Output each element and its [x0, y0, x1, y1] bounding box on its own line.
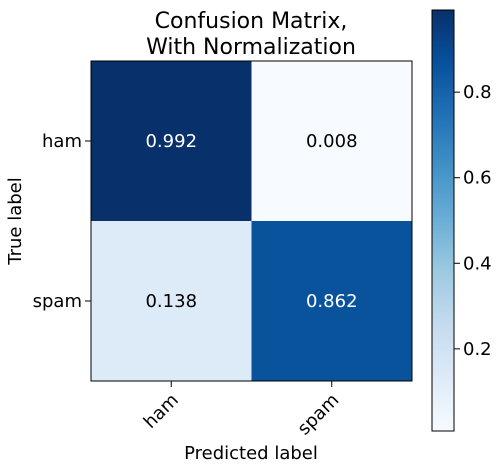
- cell-value-label: 0.862: [306, 291, 358, 312]
- y-tick-label: ham: [42, 131, 82, 152]
- heatmap-cell: [251, 61, 412, 221]
- x-tick-label: ham: [140, 390, 183, 433]
- y-axis-ticks: ham spam: [33, 131, 91, 312]
- plot-frame: [90, 60, 413, 382]
- cell-value-label: 0.992: [145, 131, 197, 152]
- x-axis-ticks: ham spam: [140, 381, 344, 440]
- heatmap-cell: [91, 221, 252, 381]
- colorbar-tick-label: 0.6: [463, 168, 492, 189]
- heatmap-cells: [91, 61, 412, 381]
- colorbar-tick-label: 0.4: [463, 253, 492, 274]
- colorbar-ticks: 0.2 0.4 0.6 0.8: [454, 82, 492, 360]
- y-axis-label: True label: [5, 177, 26, 266]
- colorbar: [431, 9, 455, 432]
- chart-title-line-2: With Normalization: [146, 35, 356, 60]
- colorbar-tick-label: 0.8: [463, 82, 492, 103]
- y-tick-label: spam: [33, 291, 82, 312]
- x-tick-label: spam: [294, 390, 344, 440]
- cell-value-label: 0.138: [145, 291, 197, 312]
- heatmap-cell-labels: 0.992 0.008 0.138 0.862: [145, 131, 357, 312]
- cell-value-label: 0.008: [306, 131, 358, 152]
- chart-title-line-1: Confusion Matrix,: [155, 9, 348, 34]
- heatmap-cell: [91, 61, 252, 221]
- x-axis-label: Predicted label: [184, 443, 318, 464]
- heatmap-cell: [251, 221, 412, 381]
- colorbar-tick-label: 0.2: [463, 339, 492, 360]
